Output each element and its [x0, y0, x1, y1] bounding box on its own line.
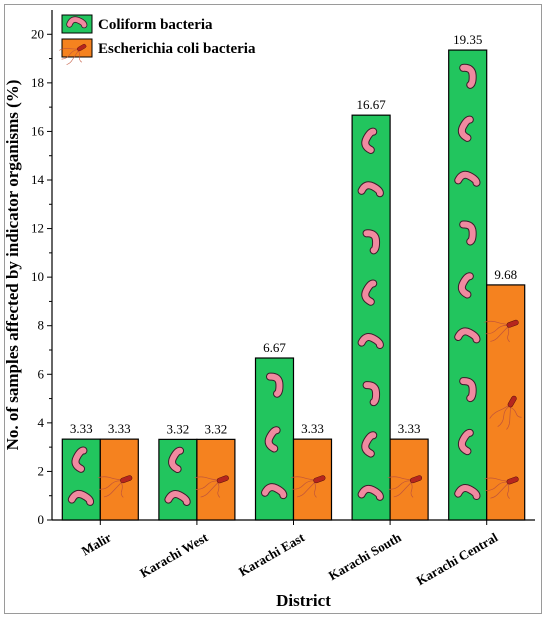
y-tick-label: 20	[31, 26, 44, 41]
x-category-label: Karachi Central	[414, 529, 501, 588]
y-tick-label: 12	[31, 221, 44, 236]
data-label-coliform-5: 19.35	[453, 32, 482, 47]
x-category-label: Malir	[79, 529, 114, 558]
legend-label: Escherichia coli bacteria	[98, 41, 256, 57]
data-label-coliform-4: 16.67	[356, 97, 386, 112]
bar-coliform-5	[448, 49, 488, 521]
legend: Coliform bacteria Escherichia coli bacter…	[56, 14, 256, 71]
x-category-label: Karachi East	[236, 529, 308, 579]
y-tick-label: 2	[38, 463, 45, 478]
bar-coliform-4	[351, 114, 391, 521]
x-axis-title: District	[276, 591, 331, 610]
legend-swatch	[61, 38, 93, 58]
y-tick-label: 10	[31, 269, 44, 284]
labels-layer: 3.33 3.33 3.32 3.32 6.67 3.33 16.67 3.33 19.35 9.…	[70, 32, 517, 436]
y-tick-label: 4	[38, 415, 45, 430]
y-tick-label: 0	[38, 512, 45, 527]
x-category-label: Karachi South	[326, 529, 405, 583]
y-tick-label: 14	[31, 172, 45, 187]
data-label-e-coli-5: 9.68	[494, 267, 517, 282]
bar-e-coli-5	[486, 284, 526, 521]
legend-label: Coliform bacteria	[98, 17, 213, 33]
bar-coliform-3	[254, 357, 295, 521]
data-label-coliform-2: 3.32	[167, 421, 190, 436]
y-tick-label: 18	[31, 75, 44, 90]
x-category-label: Karachi West	[137, 529, 211, 580]
y-tick-label: 8	[38, 318, 45, 333]
y-tick-label: 16	[31, 123, 45, 138]
data-label-coliform-3: 6.67	[263, 340, 286, 355]
figure-frame	[4, 4, 542, 614]
bars-layer	[61, 49, 530, 521]
data-label-e-coli-1: 3.33	[108, 421, 131, 436]
data-label-coliform-1: 3.33	[70, 421, 93, 436]
y-axis-title: No. of samples affected by indicator org…	[3, 80, 22, 451]
data-label-e-coli-3: 3.33	[301, 421, 324, 436]
data-label-e-coli-2: 3.32	[205, 421, 228, 436]
y-tick-label: 6	[38, 366, 45, 381]
data-label-e-coli-4: 3.33	[398, 421, 421, 436]
